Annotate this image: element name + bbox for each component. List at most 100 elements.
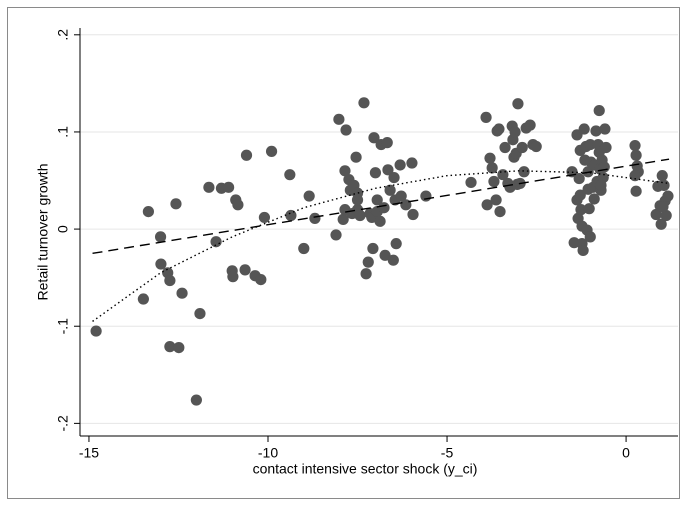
scatter-point: [420, 190, 432, 202]
scatter-point: [630, 185, 642, 197]
scatter-point: [486, 162, 498, 174]
scatter-point: [360, 268, 372, 280]
scatter-point: [481, 199, 493, 211]
scatter-point: [494, 206, 506, 218]
y-tick-label: 0: [55, 225, 71, 233]
scatter-point: [333, 113, 345, 125]
y-tick-label: -.2: [55, 415, 71, 432]
scatter-point: [490, 194, 502, 206]
scatter-point: [223, 181, 235, 193]
scatter-point: [524, 119, 536, 131]
scatter-point: [384, 184, 396, 196]
scatter-point: [390, 238, 402, 250]
scatter-point: [362, 256, 374, 268]
scatter-point: [662, 190, 674, 202]
scatter-point: [309, 212, 321, 224]
scatter-point: [388, 172, 400, 184]
scatter-point: [600, 141, 612, 154]
scatter-point: [387, 254, 399, 266]
scatter-point: [350, 151, 362, 163]
scatter-point: [575, 204, 587, 216]
scatter-point: [480, 111, 492, 123]
scatter-point: [330, 229, 342, 241]
scatter-point: [339, 165, 351, 177]
scatter-point: [509, 126, 521, 138]
scatter-point: [173, 342, 185, 354]
scatter-point: [176, 287, 188, 299]
scatter-point: [658, 179, 670, 191]
scatter-point: [337, 213, 349, 225]
scatter-point: [395, 190, 407, 202]
scatter-point: [657, 201, 669, 213]
quadratic-fit-line: [92, 170, 670, 322]
scatter-point: [284, 169, 296, 181]
scatter-point: [378, 202, 390, 214]
scatter-point: [369, 167, 382, 179]
x-tick-label: -5: [441, 445, 454, 461]
scatter-point: [258, 211, 271, 224]
scatter-point: [137, 293, 149, 305]
scatter-point: [656, 170, 668, 182]
scatter-point: [629, 139, 641, 152]
scatter-point: [155, 258, 167, 270]
scatter-point: [351, 194, 364, 206]
linear-fit-line: [92, 158, 670, 255]
scatter-point: [593, 104, 605, 117]
scatter-point: [371, 194, 383, 206]
scatter-point: [590, 125, 602, 137]
scatter-point: [518, 166, 530, 178]
scatter-point: [203, 181, 215, 193]
scatter-point: [368, 132, 380, 144]
scatter-point: [232, 199, 244, 211]
scatter-point: [577, 244, 589, 257]
scatter-point: [630, 149, 642, 161]
scatter-point: [583, 203, 595, 215]
scatter-point: [465, 176, 477, 189]
y-tick-label: .1: [55, 126, 71, 138]
scatter-point: [488, 175, 500, 188]
scatter-point: [354, 209, 366, 222]
scatter-point: [595, 179, 607, 191]
scatter-point: [407, 208, 419, 221]
scatter-point: [655, 218, 667, 230]
scatter-point: [584, 231, 596, 243]
scatter-point: [142, 206, 154, 218]
scatter-point: [599, 123, 611, 135]
scatter-point: [574, 189, 586, 201]
scatter-point: [381, 137, 393, 149]
scatter-point: [650, 208, 662, 221]
scatter-point: [340, 124, 352, 136]
x-tick-label: 0: [622, 445, 630, 461]
scatter-point: [578, 123, 590, 135]
x-tick-label: -15: [79, 445, 99, 461]
scatter-point: [374, 215, 386, 227]
scatter-point: [90, 325, 102, 337]
scatter-point: [298, 242, 310, 255]
scatter-point: [516, 141, 528, 154]
scatter-point: [660, 209, 672, 222]
scatter-point: [484, 152, 496, 164]
scatter-point: [164, 274, 176, 287]
y-tick-label: .2: [55, 29, 71, 41]
graph-frame: [7, 7, 680, 499]
x-tick-label: -10: [258, 445, 278, 461]
scatter-point: [255, 274, 267, 286]
scatter-point: [499, 141, 511, 154]
scatter-point: [379, 249, 391, 261]
scatter-point: [493, 123, 505, 135]
scatter-point: [588, 193, 600, 205]
scatter-point: [382, 164, 394, 176]
scatter-point: [170, 198, 182, 210]
scatter-point: [367, 242, 379, 255]
scatter-point: [164, 341, 176, 353]
scatter-point: [530, 140, 542, 153]
scatter-point: [227, 271, 239, 283]
y-axis-title: Retail turnover growth: [35, 164, 51, 301]
scatter-point: [239, 264, 251, 276]
scatter-point: [285, 209, 297, 222]
scatter-point: [584, 138, 596, 151]
scatter-point: [358, 97, 370, 109]
y-tick-label: -.1: [55, 318, 71, 335]
